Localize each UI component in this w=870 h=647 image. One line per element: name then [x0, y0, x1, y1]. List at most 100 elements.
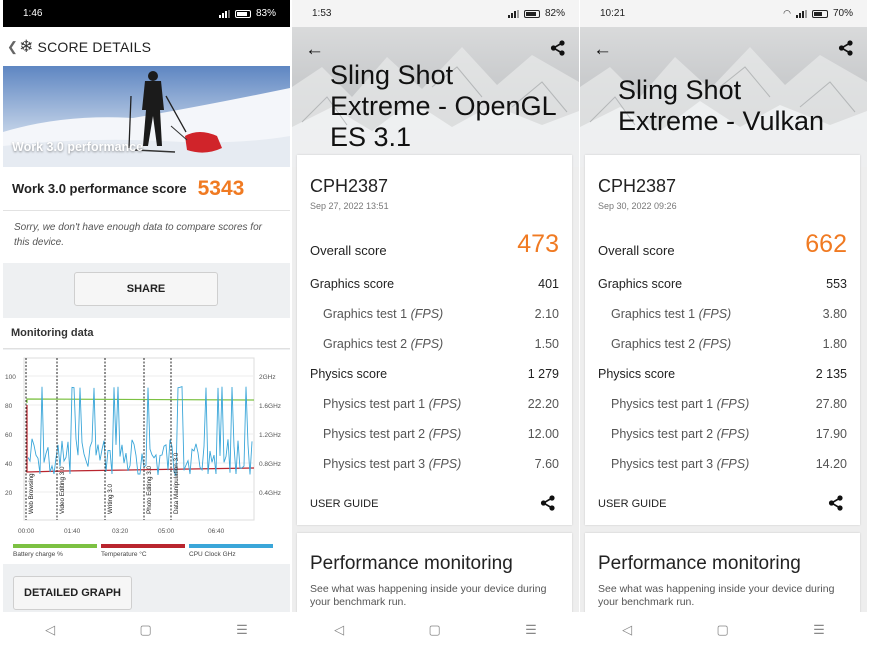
wifi-icon: ◠	[783, 8, 791, 18]
score-row-unit: (FPS)	[428, 427, 462, 441]
share-icon[interactable]	[540, 495, 556, 516]
nav-menu-icon[interactable]: ☰	[813, 621, 825, 637]
nav-menu-icon[interactable]: ☰	[525, 621, 537, 637]
score-row-value: 17.90	[815, 427, 847, 441]
run-date: Sep 27, 2022 13:51	[310, 201, 389, 211]
nav-back-icon[interactable]: ◁	[622, 621, 633, 637]
back-arrow-icon[interactable]: ←	[593, 39, 612, 60]
y-right-tick-label: 1.6GHz	[259, 403, 281, 410]
performance-title: Performance monitoring	[598, 553, 801, 574]
plot-area	[23, 357, 255, 521]
phone-vulkan-result: 10:21 ◠ 70% ← Sling Shot Extreme - Vulka…	[580, 0, 867, 612]
y-left-tick-label: 80	[5, 403, 13, 410]
score-row-label: Graphics score	[310, 277, 394, 291]
score-row-label: Graphics test 1 (FPS)	[323, 307, 443, 321]
phone-opengl-result: 1:53 82% ← Sling Shot Extreme - OpenGL E…	[292, 0, 579, 612]
score-row: Physics test part 1 (FPS) 27.80	[611, 394, 847, 414]
performance-description: See what was happening inside your devic…	[598, 583, 835, 608]
nav-bar: ◁ ▢ ☰	[580, 612, 867, 647]
page-title: SCORE DETAILS	[37, 38, 152, 55]
score-row: Graphics test 1 (FPS) 2.10	[323, 304, 559, 324]
legend-label: CPU Clock GHz	[189, 551, 236, 558]
nav-home-icon[interactable]: ▢	[716, 621, 729, 637]
legend-swatch	[101, 544, 185, 548]
nav-bar: ◁ ▢ ☰	[292, 612, 579, 647]
score-row-unit: (FPS)	[410, 337, 444, 351]
section-label: Data Manipulation 3.0	[173, 452, 180, 514]
score-row-value: 12.00	[527, 427, 559, 441]
detailed-graph-button[interactable]: DETAILED GRAPH	[13, 576, 132, 610]
score-row-label-text: Physics test part 1	[323, 397, 426, 411]
score-row-unit: (FPS)	[716, 427, 750, 441]
compare-note: Sorry, we don't have enough data to comp…	[3, 211, 290, 263]
nav-menu-icon[interactable]: ☰	[236, 621, 248, 637]
back-arrow-icon[interactable]: ←	[305, 39, 324, 60]
result-card: CPH2387 Sep 30, 2022 09:26 Overall score…	[585, 155, 860, 525]
performance-description: See what was happening inside your devic…	[310, 583, 547, 608]
benchmark-title: Sling Shot Extreme - Vulkan	[618, 75, 824, 137]
share-icon[interactable]	[828, 495, 844, 516]
score-row: Physics test part 3 (FPS) 14.20	[611, 454, 847, 474]
nav-home-icon[interactable]: ▢	[139, 621, 152, 637]
title-line: Sling Shot	[618, 75, 742, 105]
score-row-label-text: Graphics score	[598, 277, 683, 291]
score-row-value: 2 135	[815, 367, 847, 381]
share-button[interactable]: SHARE	[74, 272, 218, 306]
y-left-tick-label: 100	[5, 374, 16, 381]
score-row-unit: (FPS)	[716, 457, 750, 471]
score-row: Physics test part 1 (FPS) 22.20	[323, 394, 559, 414]
score-row: Graphics score 553	[598, 274, 847, 294]
score-row-label-text: Physics score	[310, 367, 388, 381]
back-icon[interactable]: ❮	[7, 38, 19, 54]
score-row-value: 1.80	[822, 337, 847, 351]
result-card: CPH2387 Sep 27, 2022 13:51 Overall score…	[297, 155, 572, 525]
section-label: Writing 3.0	[107, 484, 114, 514]
battery-icon	[234, 9, 251, 18]
cpu-clock-line	[27, 385, 253, 477]
score-row-label-text: Physics score	[598, 367, 676, 381]
score-row-label: Physics test part 3 (FPS)	[323, 457, 461, 471]
title-line: Extreme - Vulkan	[618, 106, 825, 136]
run-date: Sep 30, 2022 09:26	[598, 201, 677, 211]
battery-level: 82%	[544, 8, 565, 19]
hero-image: Work 3.0 performance	[3, 66, 290, 167]
score-row-label-text: Graphics test 1	[611, 307, 696, 321]
score-row: Physics test part 2 (FPS) 17.90	[611, 424, 847, 444]
user-guide-link[interactable]: USER GUIDE	[598, 498, 667, 510]
score-row-unit: (FPS)	[410, 307, 444, 321]
status-time: 1:46	[23, 8, 43, 19]
user-guide-link[interactable]: USER GUIDE	[310, 498, 379, 510]
signal-icon	[795, 9, 807, 18]
score-row-label-text: Physics test part 2	[323, 427, 426, 441]
score-row-label: Physics test part 2 (FPS)	[611, 427, 749, 441]
phone-score-details: 1:46 83% ❮ ❄ SCORE DETAILS	[3, 0, 290, 612]
score-row-unit: (FPS)	[716, 397, 750, 411]
nav-home-icon[interactable]: ▢	[428, 621, 441, 637]
monitoring-chart: 100 2GHz 80 1.6GHz 60 1.2GHz 40 0.8GHz 20 0.4GHz 0…	[3, 350, 290, 564]
score-row-label-text: Physics test part 3	[611, 457, 714, 471]
y-right-tick-label: 0.8GHz	[259, 461, 281, 468]
signal-icon	[218, 9, 230, 18]
score-row-label: Graphics test 1 (FPS)	[611, 307, 731, 321]
score-row-value: 2.10	[534, 307, 559, 321]
score-row: Physics test part 2 (FPS) 12.00	[323, 424, 559, 444]
nav-back-icon[interactable]: ◁	[334, 621, 345, 637]
score-row-unit: (FPS)	[698, 337, 732, 351]
performance-card[interactable]: Performance monitoring See what was happ…	[585, 533, 860, 612]
score-row-value: 27.80	[815, 397, 847, 411]
nav-back-icon[interactable]: ◁	[45, 621, 56, 637]
legend-swatch	[13, 544, 97, 548]
score-row-label: Physics score	[598, 367, 675, 381]
score-row-unit: (FPS)	[428, 397, 462, 411]
nav-bar: ◁ ▢ ☰	[3, 612, 290, 647]
x-tick-label: 06:40	[208, 528, 225, 535]
snowflake-logo-icon: ❄	[19, 36, 34, 56]
share-icon[interactable]	[550, 40, 566, 61]
status-bar: 1:53 82%	[292, 0, 579, 27]
x-tick-label: 01:40	[64, 528, 81, 535]
performance-card[interactable]: Performance monitoring See what was happ…	[297, 533, 572, 612]
share-icon[interactable]	[838, 40, 854, 61]
score-row: Graphics score 401	[310, 274, 559, 294]
score-row: Physics test part 3 (FPS) 7.60	[323, 454, 559, 474]
score-row-value: 1.50	[534, 337, 559, 351]
